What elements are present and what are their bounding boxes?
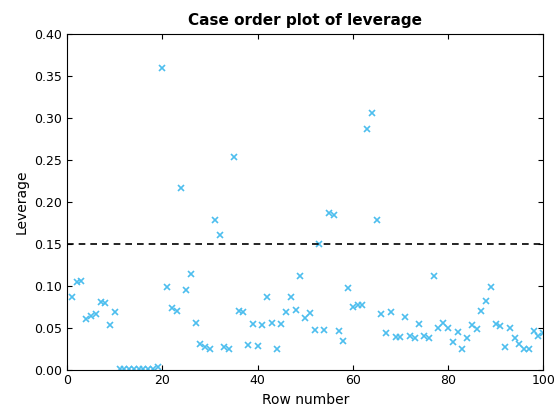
Leverage (321, 328, 328, 333)
Line: Leverage: Leverage (68, 65, 547, 372)
Title: Case order plot of leverage: Case order plot of leverage (188, 13, 422, 28)
Leverage (169, 306, 175, 311)
Leverage (359, 302, 366, 307)
Leverage (511, 335, 518, 340)
Leverage (188, 271, 194, 276)
Leverage (540, 330, 547, 335)
X-axis label: Row number: Row number (262, 393, 349, 407)
Leverage (525, 346, 532, 351)
Leverage (116, 366, 123, 371)
Leverage (159, 66, 166, 71)
Y-axis label: Leverage: Leverage (15, 169, 29, 234)
Leverage (68, 295, 75, 300)
